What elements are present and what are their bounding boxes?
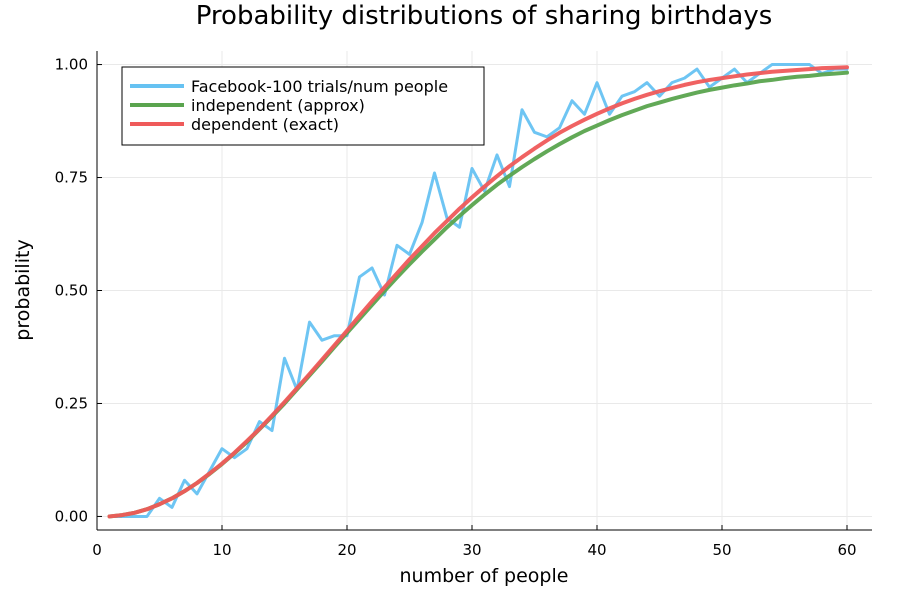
x-tick-label: 30: [462, 541, 481, 559]
x-tick-label: 50: [712, 541, 731, 559]
y-tick-label: 1.00: [55, 56, 88, 74]
x-tick-label: 0: [92, 541, 102, 559]
y-tick-label: 0.25: [55, 394, 88, 412]
x-tick-label: 60: [837, 541, 856, 559]
chart-title: Probability distributions of sharing bir…: [196, 1, 773, 31]
series-line-3: [107, 65, 849, 519]
legend-label-2: independent (approx): [191, 96, 365, 115]
y-tick-label: 0.50: [55, 282, 88, 300]
x-tick-label: 20: [337, 541, 356, 559]
x-tick-label: 40: [587, 541, 606, 559]
legend: Facebook-100 trials/num peopleindependen…: [121, 66, 485, 146]
legend-label-3: dependent (exact): [191, 115, 339, 134]
legend-label-1: Facebook-100 trials/num people: [191, 77, 448, 96]
series-layer: [107, 63, 849, 519]
y-tick-label: 0.00: [55, 507, 88, 525]
y-tick-label: 0.75: [55, 169, 88, 187]
x-axis-label: number of people: [400, 565, 569, 587]
x-tick-label: 10: [212, 541, 231, 559]
y-axis-label: probability: [12, 239, 34, 340]
axes-layer: 0 10 20 30 40 50 60 0.00 0.25 0.50 0.75 1.00: [55, 51, 872, 559]
